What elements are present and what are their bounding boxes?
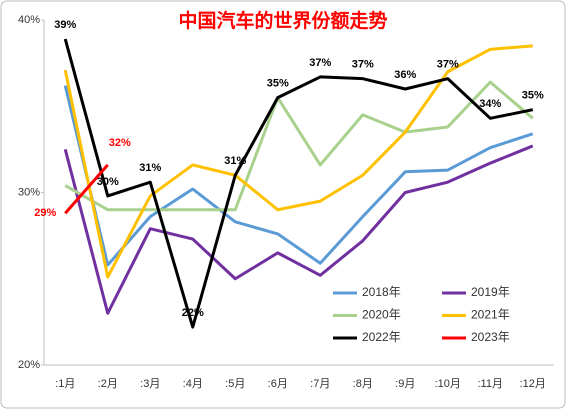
- value-label: 22%: [182, 307, 204, 319]
- y-tick-label: 40%: [18, 14, 40, 26]
- series-line: [64, 163, 109, 215]
- legend-label: 2018年: [362, 285, 401, 299]
- legend-label: 2021年: [471, 308, 510, 322]
- value-label: 35%: [267, 78, 289, 90]
- x-tick-label: :12月: [520, 378, 546, 390]
- x-tick-label: :5月: [225, 378, 245, 390]
- x-tick-label: :4月: [183, 378, 203, 390]
- series-line: [63, 38, 534, 329]
- series-line: [63, 85, 534, 267]
- x-tick-label: :7月: [310, 378, 330, 390]
- value-label: 32%: [109, 137, 131, 149]
- value-label: 35%: [522, 90, 544, 102]
- legend-label: 2023年: [471, 330, 510, 344]
- series-line: [63, 44, 533, 279]
- value-label: 36%: [394, 69, 416, 81]
- value-label: 37%: [437, 59, 459, 71]
- legend-label: 2019年: [471, 285, 510, 299]
- value-label: 37%: [352, 59, 374, 71]
- value-label: 37%: [309, 57, 331, 69]
- series-line: [63, 144, 534, 315]
- x-tick-label: :2月: [98, 378, 118, 390]
- x-tick-label: :11月: [478, 378, 503, 390]
- legend-label: 2022年: [362, 330, 401, 344]
- value-label: 31%: [224, 155, 246, 167]
- x-tick-label: :6月: [268, 378, 288, 390]
- value-label: 29%: [34, 207, 56, 219]
- value-label: 39%: [54, 19, 76, 31]
- x-tick-label: :9月: [395, 378, 415, 390]
- chart-title: 中国汽车的世界份额走势: [178, 9, 387, 32]
- value-label: 30%: [97, 176, 119, 188]
- value-label: 31%: [139, 162, 161, 174]
- legend-label: 2020年: [362, 308, 401, 322]
- value-label: 34%: [479, 98, 501, 110]
- x-tick-label: :3月: [140, 378, 160, 390]
- y-tick-label: 30%: [18, 186, 40, 198]
- x-tick-label: :1月: [55, 378, 75, 390]
- x-tick-label: :10月: [435, 378, 461, 390]
- y-tick-label: 20%: [18, 359, 40, 371]
- x-tick-label: :8月: [353, 378, 373, 390]
